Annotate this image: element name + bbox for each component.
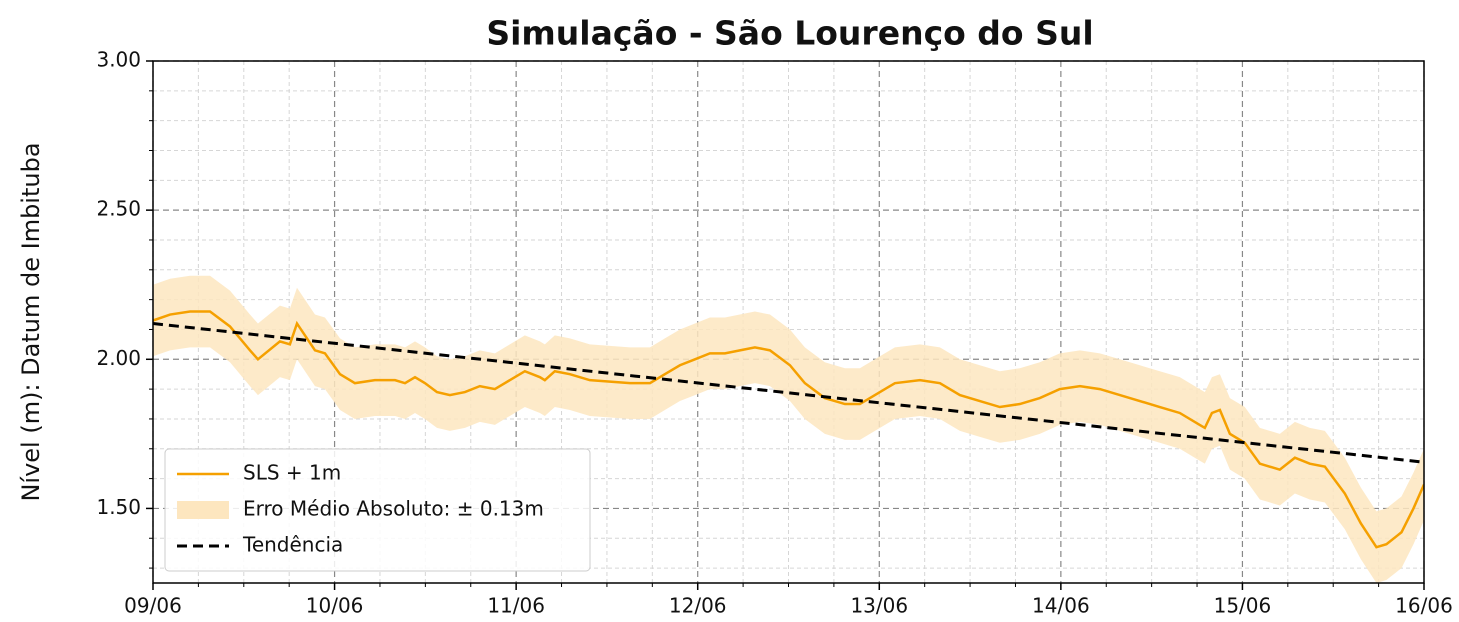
- plot-area: [153, 275, 1424, 583]
- y-tick-label: 1.50: [96, 495, 141, 519]
- legend-box: [164, 448, 591, 572]
- y-axis-label: Nível (m): Datum de Imbituba: [17, 142, 45, 501]
- x-tick-label: 09/06: [124, 594, 182, 618]
- x-tick-label: 16/06: [1395, 594, 1453, 618]
- trend-line: [153, 321, 1424, 464]
- series-line: [153, 310, 1424, 549]
- x-tick-label: 10/06: [306, 594, 364, 618]
- y-tick-label: 3.00: [96, 48, 141, 72]
- y-tick-label: 2.50: [96, 197, 141, 221]
- chart-title: Simulação - São Lourenço do Sul: [486, 14, 1093, 53]
- legend: SLS + 1m Erro Médio Absoluto: ± 0.13m Tend…: [164, 448, 591, 572]
- legend-label: Tendência: [242, 533, 343, 557]
- y-tick-label: 2.00: [96, 346, 141, 370]
- x-tick-label: 15/06: [1214, 594, 1272, 618]
- x-tick-label: 13/06: [850, 594, 908, 618]
- legend-swatch: [177, 501, 229, 519]
- x-tick-label: 12/06: [669, 594, 727, 618]
- legend-label: Erro Médio Absoluto: ± 0.13m: [243, 497, 544, 521]
- plot-frame: [152, 60, 1425, 584]
- error-band: [153, 275, 1424, 583]
- x-tick-label: 14/06: [1032, 594, 1090, 618]
- x-tick-label: 11/06: [487, 594, 545, 618]
- legend-label: SLS + 1m: [243, 461, 341, 485]
